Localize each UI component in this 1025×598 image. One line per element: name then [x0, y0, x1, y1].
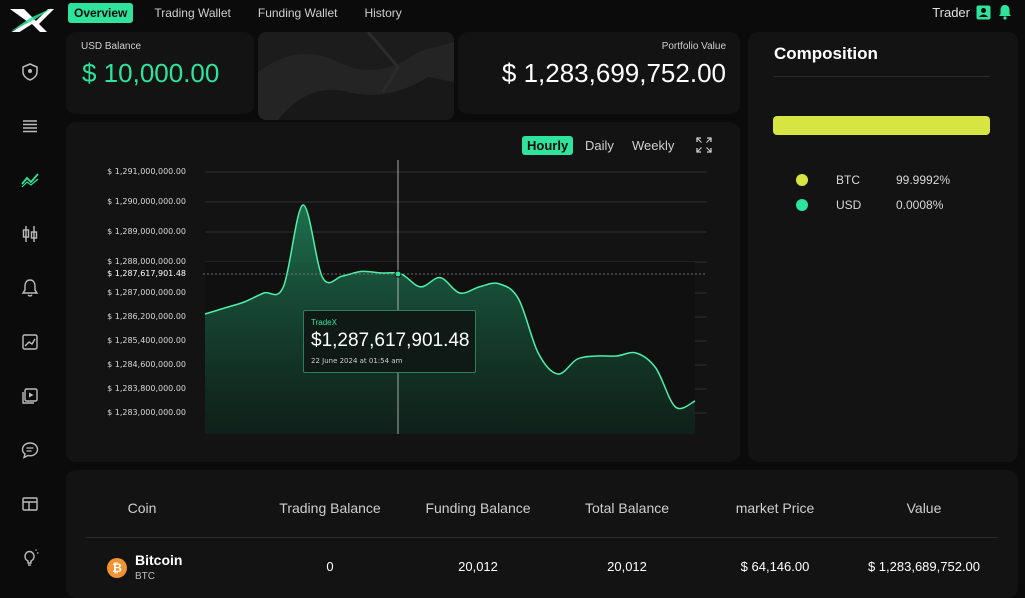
range-daily-button[interactable]: Daily — [585, 138, 614, 153]
range-weekly-button[interactable]: Weekly — [632, 138, 675, 153]
cell-value: $ 1,283,689,752.00 — [867, 559, 981, 574]
cell-total-balance: 20,012 — [607, 559, 647, 574]
coin-name: Bitcoin — [135, 552, 183, 568]
header-total-balance: Total Balance — [584, 500, 670, 516]
chart-tooltip: TradeX $1,287,617,901.48 22 June 2024 at… — [303, 310, 476, 373]
usd-balance-card: USD Balance $ 10,000.00 — [66, 32, 254, 114]
portfolio-area-chart[interactable] — [66, 122, 740, 462]
header-coin: Coin — [127, 500, 157, 516]
candlestick-icon[interactable] — [20, 224, 40, 244]
composition-divider — [774, 76, 990, 77]
composition-bar — [773, 116, 990, 135]
portfolio-value-label: Portfolio Value — [661, 41, 726, 52]
tooltip-brand: TradeX — [311, 318, 337, 327]
cell-trading-balance: 0 — [326, 559, 334, 574]
holdings-table: Coin Trading Balance Funding Balance Tot… — [66, 470, 1018, 598]
cell-funding-balance: 20,012 — [458, 559, 498, 574]
tooltip-value: $1,287,617,901.48 — [311, 330, 470, 351]
y-tick-label: $ 1,284,600,000.00 — [107, 360, 186, 369]
y-tick-label: $ 1,285,400,000.00 — [107, 336, 186, 345]
user-label: Trader — [932, 4, 970, 20]
tab-history[interactable]: History — [364, 6, 402, 20]
dashboard-layout-icon[interactable] — [20, 494, 40, 514]
y-tick-label: $ 1,291,000,000.00 — [107, 167, 186, 176]
portfolio-value: $ 1,283,699,752.00 — [501, 58, 726, 88]
y-tick-label: $ 1,283,800,000.00 — [107, 384, 186, 393]
header-funding-balance: Funding Balance — [425, 500, 531, 516]
sidebar — [0, 32, 60, 598]
tradex-logo[interactable] — [8, 6, 54, 34]
crosshair-point — [394, 270, 402, 278]
range-hourly-button[interactable]: Hourly — [522, 136, 574, 155]
legend-dot-btc — [796, 174, 808, 186]
y-tick-label: $ 1,287,000,000.00 — [107, 288, 186, 297]
tab-overview[interactable]: Overview — [68, 3, 134, 23]
nav-tabs: Overview Trading Wallet Funding Wallet H… — [68, 3, 423, 23]
tooltip-date: 22 June 2024 at 01:54 am — [311, 357, 403, 365]
background-illustration — [258, 32, 454, 120]
top-nav: Overview Trading Wallet Funding Wallet H… — [0, 0, 1025, 34]
report-chart-icon[interactable] — [20, 332, 40, 352]
header-trading-balance: Trading Balance — [279, 500, 381, 516]
chart-line — [204, 204, 696, 410]
header-value: Value — [906, 500, 942, 516]
tab-funding-wallet[interactable]: Funding Wallet — [257, 6, 338, 20]
legend-pct-btc: 99.9992% — [896, 173, 951, 187]
y-tick-label: $ 1,283,000,000.00 — [107, 408, 186, 417]
usd-balance-value: $ 10,000.00 — [82, 58, 220, 88]
legend-item-usd: USD 0.0008% — [796, 198, 943, 212]
portfolio-value-card: Portfolio Value $ 1,283,699,752.00 — [458, 32, 740, 114]
legend-item-btc: BTC 99.9992% — [796, 173, 950, 187]
y-tick-label: $ 1,290,000,000.00 — [107, 197, 186, 206]
cell-market-price: $ 64,146.00 — [740, 559, 810, 574]
legend-name-usd: USD — [836, 198, 862, 212]
user-menu[interactable]: Trader — [932, 4, 1013, 20]
list-icon[interactable] — [20, 116, 40, 136]
y-tick-label: $ 1,289,000,000.00 — [107, 227, 186, 236]
expand-icon[interactable] — [696, 137, 712, 153]
legend-pct-usd: 0.0008% — [896, 198, 944, 212]
usd-balance-label: USD Balance — [81, 41, 142, 52]
notification-bell-icon[interactable] — [997, 4, 1013, 20]
y-tick-label: $ 1,288,000,000.00 — [107, 257, 186, 266]
header-market-price: market Price — [735, 500, 815, 516]
video-library-icon[interactable] — [20, 386, 40, 406]
chat-icon[interactable] — [20, 440, 40, 460]
coin-symbol: BTC — [135, 571, 155, 582]
tab-trading-wallet[interactable]: Trading Wallet — [154, 6, 231, 20]
legend-dot-usd — [796, 199, 808, 211]
y-tick-label: $ 1,286,200,000.00 — [107, 312, 186, 321]
legend-name-btc: BTC — [836, 173, 860, 187]
user-profile-icon[interactable] — [976, 5, 991, 20]
bell-icon[interactable] — [20, 278, 40, 298]
lightbulb-icon[interactable] — [20, 548, 40, 568]
bitcoin-icon: ₿ — [107, 558, 127, 578]
y-tick-label: $ 1,287,617,901.48 — [107, 269, 186, 278]
composition-title: Composition — [774, 44, 878, 63]
composition-card: Composition BTC 99.9992% USD 0.0008% — [748, 32, 1018, 462]
trend-chart-icon[interactable] — [20, 170, 40, 190]
table-divider — [86, 537, 998, 538]
portfolio-chart-card: Hourly Daily Weekly $ 1,291,000,000.00 $ … — [66, 122, 740, 462]
shield-icon[interactable] — [20, 62, 40, 82]
